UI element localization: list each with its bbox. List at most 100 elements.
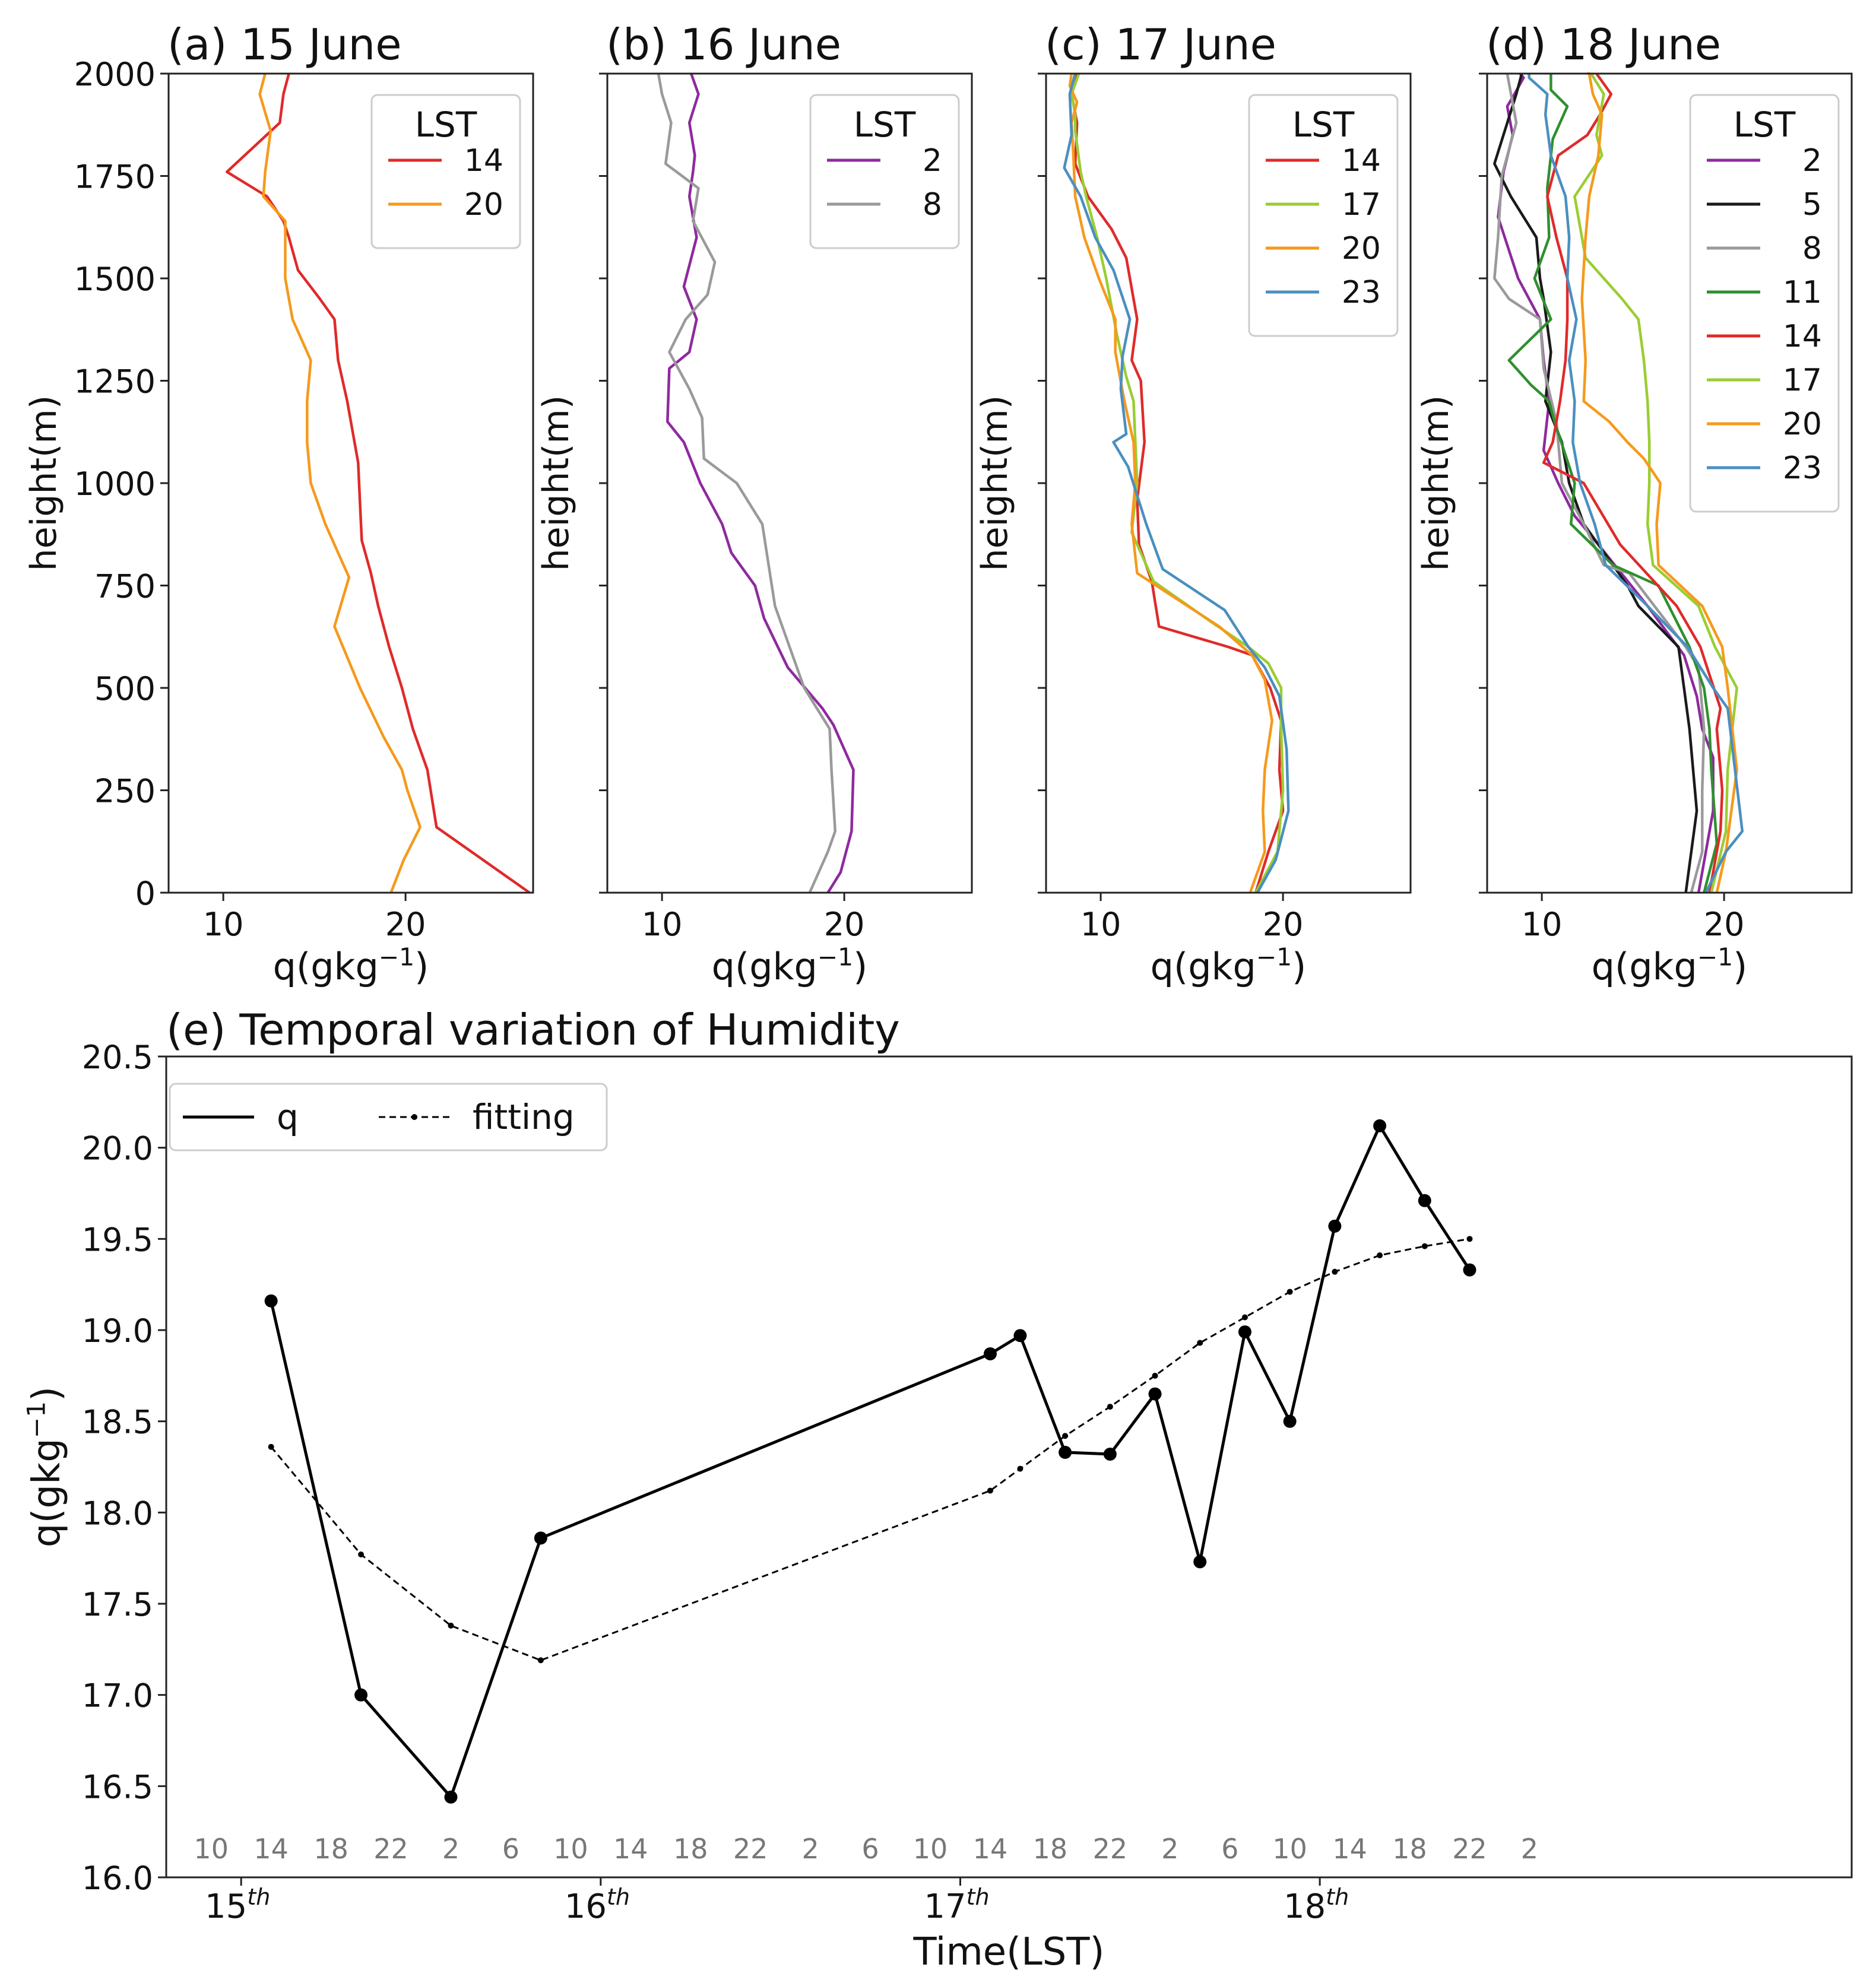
fitting-point [448, 1622, 454, 1629]
x-axis-label-d-sup: −1 [1697, 943, 1733, 971]
plot-frame-e [165, 1055, 1853, 1879]
hour-tick-label: 18 [673, 1833, 708, 1865]
hour-tick-label: 22 [733, 1833, 768, 1865]
legend-box-c [1248, 94, 1399, 337]
q-point [444, 1790, 458, 1804]
hour-tick-label: 14 [1332, 1833, 1367, 1865]
legend-label-d-lst-8: 8 [1802, 231, 1822, 266]
fitting-point [1017, 1465, 1023, 1472]
profile-panel-a: 0 250 500 750 1000 1250 1500 1750 2000 10 20 (a) 15… [23, 20, 534, 988]
y-tick-label-a-250: 250 [94, 773, 156, 810]
profile-line-c-lst-20 [1068, 73, 1273, 893]
legend-label-b-lst-2: 2 [923, 143, 942, 179]
profile-line-d-lst-17 [1573, 72, 1738, 893]
q-point [534, 1531, 547, 1545]
legend-label-d-lst-20: 20 [1783, 407, 1822, 442]
fitting-point [1152, 1372, 1158, 1379]
legend-label-d-lst-23: 23 [1783, 450, 1822, 486]
hour-tick-label: 18 [313, 1833, 348, 1865]
legend-title-a: LST [415, 104, 477, 145]
x-axis-label-a-base: q(gkg [273, 945, 379, 988]
q-point [1328, 1219, 1342, 1233]
legend-box-b [809, 94, 960, 249]
day-tick-label-sup: th [1326, 1884, 1349, 1910]
fitting-point [1377, 1252, 1383, 1258]
fitting-line [270, 1238, 1470, 1661]
x-axis-label-d-base: q(gkg [1592, 945, 1697, 988]
x-tick-label-d-20: 20 [1704, 906, 1745, 943]
profile-line-c-lst-23 [1063, 73, 1290, 894]
fitting-point [1241, 1314, 1248, 1321]
day-tick-label-sup: th [607, 1884, 630, 1910]
y-tick-label-e-17.5: 17.5 [82, 1586, 153, 1623]
hour-tick-label: 14 [613, 1833, 648, 1865]
x-axis-label-b-base: q(gkg [712, 945, 817, 988]
fitting-point [1332, 1268, 1338, 1275]
hour-tick-label: 18 [1392, 1833, 1427, 1865]
q-point [1013, 1329, 1027, 1343]
day-tick-label-base: 15 [205, 1887, 247, 1926]
hour-tick-label: 6 [861, 1833, 879, 1865]
legend-box-d [1689, 94, 1840, 513]
x-axis-label-c: q(gkg−1) [1151, 943, 1307, 988]
x-tick-label-a-20: 20 [385, 906, 426, 943]
y-tick-label-e-18.5: 18.5 [82, 1404, 153, 1441]
q-point [983, 1347, 997, 1360]
hour-tick-label: 22 [1093, 1833, 1128, 1865]
fitting-point [1107, 1404, 1113, 1410]
y-axis-label-e-base: q(gkg [25, 1438, 69, 1547]
y-tick-label-e-17.0: 17.0 [82, 1677, 153, 1715]
q-point [1283, 1414, 1297, 1428]
day-tick-label-base: 17 [924, 1887, 966, 1926]
y-axis-label-e-close: ) [25, 1386, 69, 1401]
y-axis-label-c: height(m) [974, 395, 1016, 572]
day-tick-label-sup: th [247, 1884, 270, 1910]
hour-tick-label: 18 [1033, 1833, 1068, 1865]
fitting-point [268, 1443, 274, 1450]
y-tick-label-a-1750: 1750 [74, 158, 156, 196]
legend-label-b-lst-8: 8 [923, 187, 942, 223]
x-axis-label-a-close: ) [414, 945, 429, 988]
q-point [1463, 1263, 1476, 1277]
y-tick-label-a-1250: 1250 [74, 363, 156, 401]
profile-line-d-lst-2 [1497, 72, 1715, 893]
x-axis-label-c-sup: −1 [1256, 943, 1292, 971]
profile-line-a-lst-20 [258, 73, 422, 893]
q-point [264, 1294, 278, 1308]
x-axis-label-d: q(gkg−1) [1592, 943, 1748, 988]
hour-tick-label: 2 [801, 1833, 819, 1865]
q-point [354, 1688, 368, 1702]
day-tick-label-15: 15th [205, 1884, 270, 1926]
panel-title-d: (d) 18 June [1486, 20, 1721, 69]
fitting-point [1421, 1243, 1428, 1249]
profile-line-b-lst-2 [666, 73, 855, 894]
legend-label-fitting: fitting [473, 1097, 575, 1137]
y-axis-label-e-sup: −1 [22, 1401, 51, 1438]
day-tick-label-18: 18th [1284, 1884, 1349, 1926]
q-point [1373, 1119, 1387, 1132]
panel-title-a: (a) 15 June [167, 20, 402, 69]
hour-tick-label: 22 [1452, 1833, 1487, 1865]
profile-line-a-lst-14 [225, 73, 531, 894]
legend-label-c-lst-14: 14 [1342, 143, 1381, 179]
legend-label-d-lst-5: 5 [1802, 187, 1822, 223]
x-axis-label-c-close: ) [1292, 945, 1306, 988]
hour-tick-label: 14 [253, 1833, 289, 1865]
y-axis-label-b: height(m) [535, 395, 577, 572]
y-tick-label-e-19.0: 19.0 [82, 1312, 153, 1350]
y-tick-label-e-20.5: 20.5 [82, 1039, 153, 1076]
legend-label-d-lst-17: 17 [1783, 363, 1822, 398]
fitting-point [1062, 1433, 1069, 1439]
x-tick-label-b-10: 10 [642, 906, 683, 943]
legend-label-c-lst-20: 20 [1342, 231, 1381, 266]
legend-label-a-lst-14: 14 [464, 143, 503, 179]
legend-label-d-lst-14: 14 [1783, 319, 1822, 354]
legend-label-d-lst-2: 2 [1802, 143, 1822, 179]
x-tick-label-d-10: 10 [1522, 906, 1563, 943]
profile-line-d-lst-5 [1493, 73, 1698, 893]
legend-box-a [370, 94, 521, 249]
